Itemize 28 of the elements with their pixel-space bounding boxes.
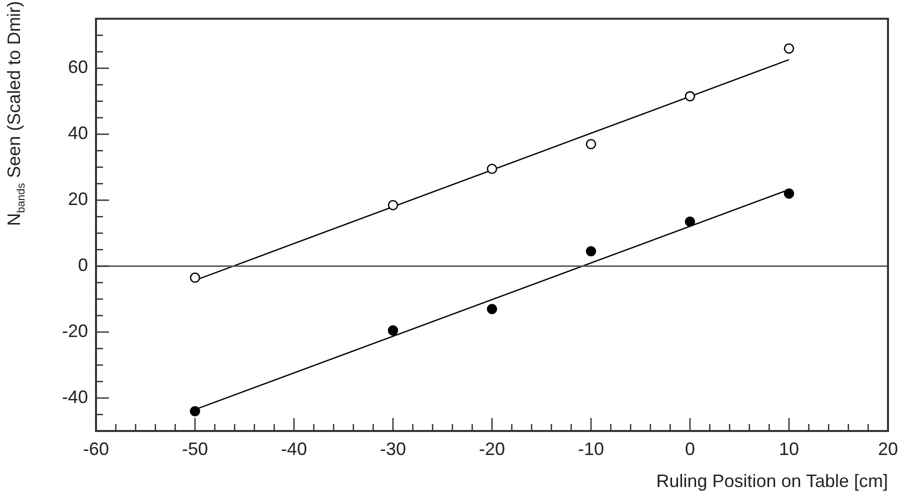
y-tick-label: -40 [62,386,88,407]
x-tick-label: 10 [778,438,800,459]
y-tick-label: 60 [68,57,88,78]
point [586,246,596,256]
point [684,91,696,102]
x-tick-label: 0 [684,438,695,459]
y-tick-label: -20 [62,321,88,342]
point [684,216,696,227]
point [190,272,200,283]
point [486,164,498,174]
point [388,325,398,336]
point [784,188,794,199]
y-tick-label: 40 [68,123,88,144]
point [784,43,794,54]
y-tick-label: 0 [78,255,88,276]
y-tick-label: 20 [68,189,88,210]
point [388,200,398,210]
x-axis-title: Ruling Position on Table [cm] [656,471,888,492]
x-tick-label: -20 [478,438,505,459]
point [190,406,200,416]
x-tick-label: -10 [578,438,604,459]
x-tick-label: -50 [182,438,208,459]
x-tick-label: -60 [82,438,110,459]
x-tick-label: -30 [380,438,406,459]
x-tick-label: -40 [280,438,308,459]
x-tick-label: 20 [878,438,898,459]
point [586,138,596,150]
point [486,304,498,314]
